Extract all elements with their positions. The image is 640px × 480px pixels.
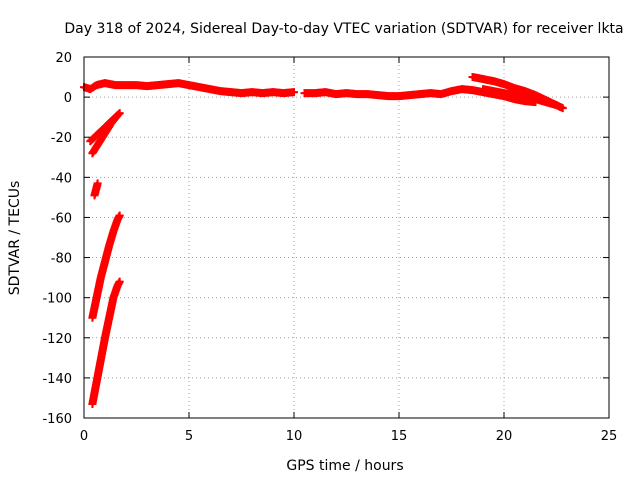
y-tick-label: 20 (55, 51, 72, 66)
y-axis-label: SDTVAR / TECUs (7, 181, 23, 296)
data-point (113, 111, 122, 120)
x-tick-label: 10 (286, 429, 303, 444)
y-tick-label: -140 (42, 372, 72, 387)
data-point (290, 88, 298, 97)
y-tick-label: -120 (42, 332, 72, 347)
y-tick-label: -80 (51, 252, 72, 267)
x-tick-label: 20 (496, 429, 513, 444)
grid-lines (84, 57, 609, 418)
y-tick-label: -40 (51, 171, 72, 186)
y-tick-label: -20 (51, 131, 72, 146)
y-tick-label: -60 (51, 211, 72, 226)
x-tick-label: 5 (185, 429, 193, 444)
data-point (115, 277, 124, 286)
data-point (552, 101, 561, 110)
data-point (93, 179, 102, 188)
y-tick-label: -100 (42, 292, 72, 307)
x-tick-label: 25 (601, 429, 618, 444)
data-point (558, 104, 567, 113)
y-tick-label: 0 (64, 91, 72, 106)
data-point (115, 211, 124, 220)
chart-title: Day 318 of 2024, Sidereal Day-to-day VTE… (64, 21, 623, 37)
x-axis-label: GPS time / hours (286, 458, 403, 474)
axis-ticks: 0 5 10 15 20 25 20 0 -20 -40 -60 -80 -100 -120 -140 -16… (42, 51, 617, 444)
x-tick-label: 0 (80, 429, 88, 444)
y-tick-label: -160 (42, 412, 72, 427)
data-marks (80, 73, 567, 408)
plot-frame (83, 56, 610, 419)
x-tick-label: 15 (391, 429, 408, 444)
